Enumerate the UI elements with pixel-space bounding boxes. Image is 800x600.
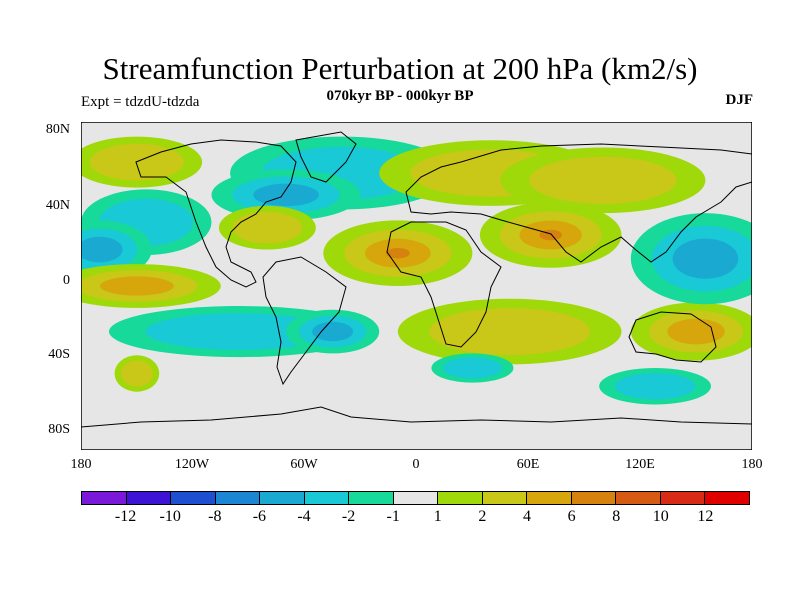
colorbar-label: -6 — [252, 508, 267, 525]
lon-label-0: 0 — [412, 457, 420, 472]
field-contour — [312, 321, 354, 342]
coastline-europe-asia — [405, 143, 752, 263]
colorbar-box — [616, 492, 661, 504]
coastline-antarctica — [81, 406, 752, 428]
field-contour — [385, 247, 410, 259]
colorbar-box — [171, 492, 216, 504]
colorbar-box — [304, 492, 350, 504]
colorbar-box — [260, 492, 305, 504]
streamfunction-field — [81, 136, 752, 405]
coastlines — [81, 131, 752, 428]
field-contour — [667, 318, 725, 345]
field-contour — [145, 313, 334, 350]
colorbar-box — [660, 492, 706, 504]
colorbar-label: 6 — [567, 508, 576, 525]
coastline-south-america — [262, 256, 347, 386]
coastline-north-america — [135, 139, 297, 288]
lon-label-180e: 180 — [741, 457, 763, 472]
colorbar-label: 4 — [523, 508, 531, 525]
colorbar-box — [126, 492, 172, 504]
field-contour — [442, 357, 502, 379]
lon-label-60e: 60E — [516, 457, 540, 472]
field-contour — [253, 183, 319, 207]
colorbar-label: -10 — [159, 508, 181, 525]
lon-label-60w: 60W — [290, 457, 318, 472]
coastline-greenland — [295, 131, 357, 183]
colorbar-box — [571, 492, 617, 504]
colorbar-box — [527, 492, 572, 504]
season-label: DJF — [725, 92, 754, 108]
experiment-label: Expt = tdzdU-tdzda — [81, 94, 200, 110]
field-contour — [120, 360, 154, 387]
colorbar-label: 1 — [433, 508, 442, 525]
colorbar-label: -2 — [341, 508, 356, 525]
field-contour — [672, 238, 739, 279]
coastline-australia — [628, 311, 717, 363]
colorbar-label: -1 — [386, 508, 400, 525]
lat-label-40n: 40N — [45, 198, 70, 213]
lon-label-120e: 120E — [625, 457, 655, 472]
colorbar-label: -4 — [297, 508, 311, 525]
field-contour — [81, 236, 123, 263]
colorbar-box — [705, 492, 749, 504]
field-contour — [100, 276, 174, 296]
colorbar-label: 2 — [478, 508, 487, 525]
lat-label-80n: 80N — [45, 122, 70, 137]
chart-title: Streamfunction Perturbation at 200 hPa (… — [102, 51, 698, 86]
world-map — [81, 122, 752, 450]
lat-label-40s: 40S — [48, 347, 70, 362]
field-contour — [614, 373, 696, 400]
colorbar-box — [438, 492, 483, 504]
colorbar-label: -8 — [208, 508, 222, 525]
field-contour — [529, 156, 677, 204]
lon-label-120w: 120W — [174, 457, 210, 472]
colorbar-label: -12 — [114, 508, 137, 525]
colorbar-box — [215, 492, 261, 504]
colorbar-box — [393, 492, 439, 504]
colorbar-box — [482, 492, 528, 504]
colorbar-box — [82, 492, 127, 504]
colorbar-label: 12 — [697, 508, 714, 525]
lat-label-80s: 80S — [48, 422, 70, 437]
period-subtitle: 070kyr BP - 000kyr BP — [326, 88, 474, 104]
field-contour — [232, 211, 303, 244]
coastline-africa — [386, 221, 502, 348]
colorbar-label: 10 — [652, 508, 669, 525]
field-contour — [429, 307, 591, 356]
colorbar-label: 8 — [612, 508, 621, 525]
lat-label-eq: 0 — [63, 273, 70, 288]
lon-label-180w: 180 — [70, 457, 92, 472]
colorbar-box — [349, 492, 394, 504]
colorbar — [81, 491, 750, 505]
